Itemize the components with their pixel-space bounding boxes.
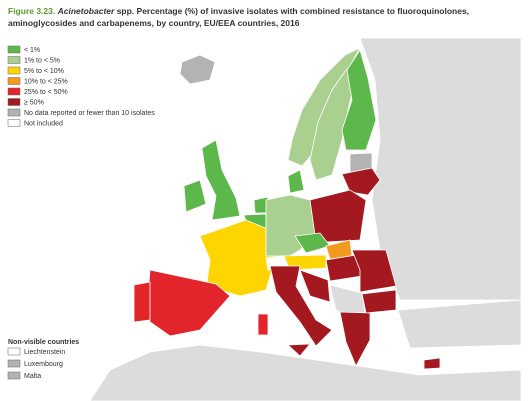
title-line: Figure 3.23. Acinetobacter spp. Percenta… xyxy=(8,6,469,16)
countries xyxy=(133,47,441,370)
legend-swatch xyxy=(7,359,21,368)
country xyxy=(269,265,333,347)
legend-swatch xyxy=(7,45,21,54)
legend-label: 1% to < 5% xyxy=(24,57,60,64)
figure-label: Figure 3.23. xyxy=(8,6,56,16)
legend-label: ≥ 50% xyxy=(24,99,44,106)
legend-swatch xyxy=(7,87,21,96)
country xyxy=(299,269,331,303)
legend-label: Luxembourg xyxy=(24,361,63,368)
legend-swatch xyxy=(7,371,21,380)
country xyxy=(133,281,151,323)
legend: < 1% 1% to < 5% 5% to < 10% 10% to < 25% 25%… xyxy=(7,45,155,380)
country xyxy=(351,249,397,293)
legend-label: No data reported or fewer than 10 isolat… xyxy=(24,110,155,117)
country xyxy=(339,311,371,367)
legend-swatch xyxy=(7,108,21,117)
legend-label: 10% to < 25% xyxy=(24,78,68,85)
non-visible-heading: Non-visible countries xyxy=(8,339,79,346)
legend-label: 25% to < 50% xyxy=(24,89,68,96)
country xyxy=(257,313,269,336)
country xyxy=(199,219,277,297)
country xyxy=(287,343,311,357)
title-text: spp. Percentage (%) of invasive isolates… xyxy=(116,6,470,16)
legend-label: < 1% xyxy=(24,47,40,54)
country xyxy=(183,179,207,213)
country xyxy=(341,167,381,196)
country xyxy=(287,169,305,194)
legend-label: Malta xyxy=(24,373,41,380)
legend-swatch xyxy=(7,77,21,85)
land xyxy=(397,299,522,349)
title-line: aminoglycosides and carbapenems, by coun… xyxy=(8,18,300,28)
country xyxy=(179,54,216,85)
legend-label: Liechtenstein xyxy=(24,349,65,356)
country xyxy=(361,289,397,314)
legend-swatch xyxy=(7,66,21,75)
country xyxy=(201,139,241,221)
land xyxy=(89,344,522,401)
legend-swatch xyxy=(7,119,21,127)
country xyxy=(341,49,377,151)
legend-label: 5% to < 10% xyxy=(24,68,64,75)
genus: Acinetobacter xyxy=(57,6,115,16)
legend-label: Not included xyxy=(24,120,63,127)
legend-swatch xyxy=(7,56,21,64)
legend-swatch xyxy=(7,347,21,356)
legend-swatch xyxy=(7,98,21,106)
non-eu-land xyxy=(89,37,522,401)
country xyxy=(423,357,441,370)
